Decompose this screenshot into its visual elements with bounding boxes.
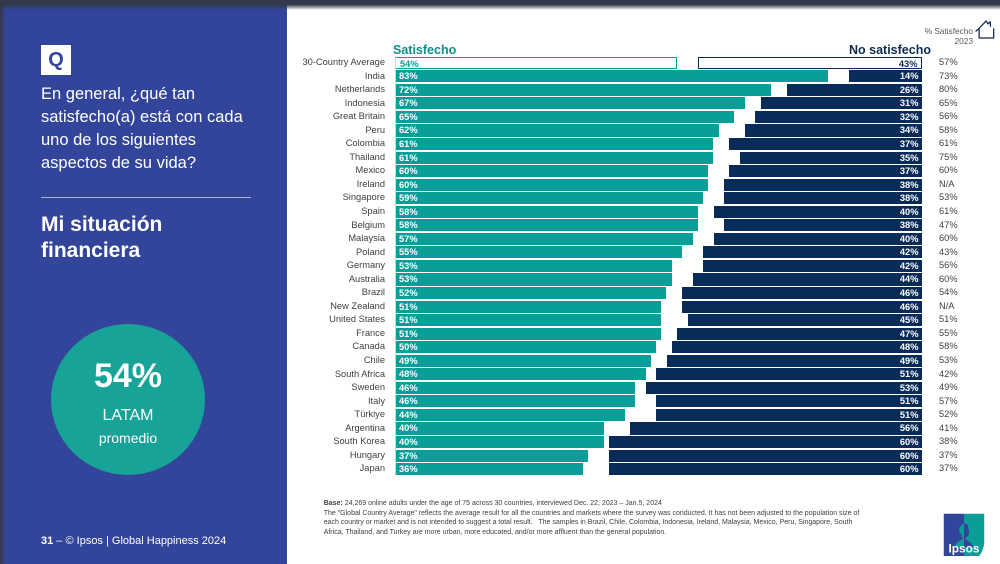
svg-text:Ipsos: Ipsos [948, 541, 979, 555]
